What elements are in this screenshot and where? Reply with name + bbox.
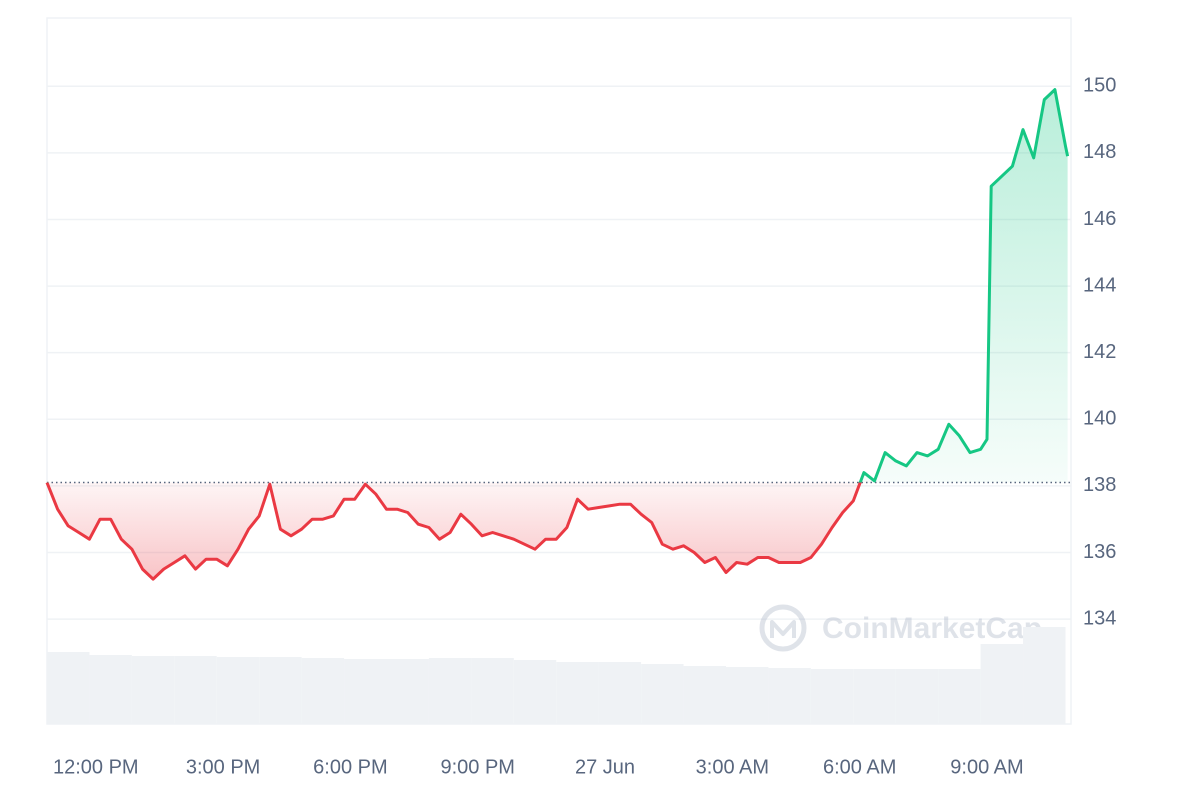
volume-bar bbox=[89, 655, 132, 724]
volume-bar bbox=[131, 656, 175, 724]
x-tick-label: 27 Jun bbox=[575, 756, 635, 778]
price-line bbox=[45, 88, 1070, 581]
y-tick-label: 150 bbox=[1083, 75, 1116, 97]
volume-bar bbox=[810, 669, 854, 724]
y-tick-label: 136 bbox=[1083, 541, 1116, 563]
volume-bar bbox=[1023, 627, 1066, 724]
y-tick-label: 144 bbox=[1083, 274, 1116, 296]
volume-bar bbox=[725, 667, 769, 724]
volume-bar bbox=[683, 666, 726, 724]
volume-bar bbox=[47, 652, 90, 724]
watermark-logo-m bbox=[770, 620, 796, 638]
y-tick-label: 138 bbox=[1083, 474, 1116, 496]
volume-bar bbox=[428, 658, 472, 724]
volume-bar bbox=[471, 658, 514, 724]
volume-bar bbox=[768, 668, 811, 724]
volume-bar bbox=[853, 669, 896, 724]
y-tick-label: 142 bbox=[1083, 341, 1116, 363]
volume-bar bbox=[641, 664, 684, 724]
volume-bar bbox=[386, 659, 429, 724]
y-tick-label: 140 bbox=[1083, 408, 1116, 430]
watermark-logo bbox=[759, 604, 807, 652]
volume-bar bbox=[174, 656, 217, 724]
x-tick-label: 9:00 PM bbox=[440, 756, 514, 778]
x-tick-label: 12:00 PM bbox=[53, 756, 139, 778]
watermark-text: CoinMarketCap bbox=[822, 612, 1042, 645]
watermark: CoinMarketCap bbox=[759, 604, 1042, 652]
y-tick-label: 146 bbox=[1083, 208, 1116, 230]
x-tick-label: 3:00 PM bbox=[186, 756, 260, 778]
volume-bar bbox=[513, 660, 557, 724]
y-tick-label: 134 bbox=[1083, 607, 1116, 629]
volume-bar bbox=[598, 662, 642, 724]
x-tick-label: 6:00 PM bbox=[313, 756, 387, 778]
price-area bbox=[47, 89, 1068, 580]
volume-bar bbox=[301, 658, 345, 724]
volume-bar bbox=[259, 657, 302, 724]
volume-bar bbox=[216, 657, 260, 724]
volume-bar bbox=[895, 669, 939, 724]
x-tick-label: 3:00 AM bbox=[696, 756, 769, 778]
volume-bar bbox=[344, 659, 387, 724]
x-tick-label: 9:00 AM bbox=[950, 756, 1023, 778]
x-tick-label: 6:00 AM bbox=[823, 756, 896, 778]
y-tick-label: 148 bbox=[1083, 141, 1116, 163]
volume-bar bbox=[980, 644, 1024, 724]
volume-bar bbox=[556, 662, 599, 724]
volume-bar bbox=[938, 669, 981, 724]
